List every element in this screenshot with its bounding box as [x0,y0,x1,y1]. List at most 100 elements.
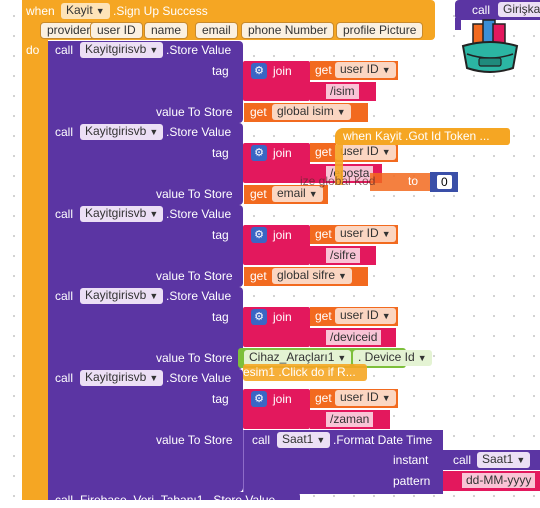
store-component-text: Kayitgirisvb [85,288,147,302]
get-var-text: user ID [340,62,379,76]
backpack-icon[interactable] [459,18,521,78]
instant-component-text: Saat1 [482,452,514,466]
dropdown-arrow-icon: ▼ [381,393,391,403]
text-string-value[interactable]: /deviceid [326,330,382,345]
instant-component-dropdown[interactable]: Saat1 ▼ [477,452,531,468]
text-string-value[interactable]: /zaman [326,412,374,427]
dropdown-arrow-icon: ▼ [149,209,159,219]
right-block-arm [455,18,461,30]
value-var-text: global isim [277,104,334,118]
token-event-arm [335,145,343,185]
instant-label: instant [393,453,429,467]
join-label: join [273,228,292,242]
store-component-dropdown[interactable]: Kayitgirisvb ▼ [80,370,164,386]
param-provider[interactable]: provider [40,22,98,39]
get-label: get [315,145,332,159]
get-label: get [315,309,332,323]
get-var-dropdown[interactable]: user ID ▼ [335,144,396,160]
store-call-label: call [55,207,74,221]
get-var-dropdown[interactable]: user ID ▼ [335,226,396,242]
backpack-icon-graphic [461,19,519,73]
dropdown-arrow-icon: ▼ [338,271,347,281]
format-date-block[interactable] [243,430,443,494]
text-string-value[interactable]: /sifre [326,248,361,263]
event-block-left-arm [22,38,48,500]
click-event-block[interactable] [243,364,367,381]
get-var-dropdown[interactable]: user ID ▼ [335,308,396,324]
value-to-store-label: value To Store [156,351,233,365]
get-var-text: user ID [340,226,379,240]
store-component-dropdown[interactable]: Kayitgirisvb ▼ [80,206,164,222]
pattern-label: pattern [393,474,431,488]
mutator-gear-icon[interactable]: ⚙ [251,391,267,407]
mutator-gear-icon[interactable]: ⚙ [251,63,267,79]
value-to-store-label: value To Store [156,105,233,119]
store-block-5[interactable] [48,369,243,492]
format-component-text: Saat1 [282,432,314,446]
tag-label: tag [212,64,229,78]
token-event-block[interactable] [335,128,510,145]
event-component-text: Kayit [66,3,93,17]
pattern-string-value[interactable]: dd-MM-yyyy [462,473,536,488]
param-email[interactable]: email [195,22,238,39]
store-component-text: Kayitgirisvb [85,370,147,384]
store-call-label: call [55,289,74,303]
mutator-gear-icon[interactable]: ⚙ [251,309,267,325]
event-component-dropdown[interactable]: Kayit ▼ [61,3,110,19]
mutator-gear-icon[interactable]: ⚙ [251,227,267,243]
device-component-dropdown[interactable]: Cihaz_Araçları1 ▼ [244,350,352,366]
bottom-call-label: call [55,493,74,507]
get-var-text: user ID [340,390,379,404]
store-component-dropdown[interactable]: Kayitgirisvb ▼ [80,124,164,140]
param-profile-picture[interactable]: profile Picture [336,22,424,39]
click-event-label: esim1 .Click do if R... [243,365,356,379]
format-call-label: call [252,433,271,447]
join-label: join [273,146,292,160]
param-name[interactable]: name [144,22,189,39]
value-var-dropdown[interactable]: global isim ▼ [272,104,351,120]
store-method: .Store Value [166,207,232,221]
right-component-text: Girişkay [503,2,540,16]
value-var-text: email [277,186,306,200]
event-name: .Sign Up Success [113,4,208,18]
store-component-text: Kayitgirisvb [85,206,147,220]
dropdown-arrow-icon: ▼ [337,353,347,363]
get-label: get [315,391,332,405]
param-phone-number[interactable]: phone Number [241,22,335,39]
value-var-dropdown[interactable]: global sifre ▼ [272,268,352,284]
device-prop-dropdown[interactable]: . Device Id ▼ [353,350,432,366]
tag-label: tag [212,392,229,406]
get-var-text: user ID [340,144,379,158]
right-component-dropdown[interactable]: Girişkay [498,2,540,17]
device-component-text: Cihaz_Araçları1 [249,350,335,364]
value-var-dropdown[interactable]: email ▼ [272,186,323,202]
get-var-text: user ID [340,308,379,322]
mutator-gear-icon[interactable]: ⚙ [251,145,267,161]
get-var-dropdown[interactable]: user ID ▼ [335,62,396,78]
dropdown-arrow-icon: ▼ [381,147,391,157]
join-label: join [273,64,292,78]
global-kod-label: ize global Kod [300,174,376,188]
store-component-dropdown[interactable]: Kayitgirisvb ▼ [80,42,164,58]
store-component-dropdown[interactable]: Kayitgirisvb ▼ [80,288,164,304]
dropdown-arrow-icon: ▼ [149,127,159,137]
dropdown-arrow-icon: ▼ [95,6,105,16]
format-component-dropdown[interactable]: Saat1 ▼ [277,432,331,448]
text-string-value[interactable]: /isim [326,84,359,99]
get-var-dropdown[interactable]: user ID ▼ [335,390,396,406]
store-method: .Store Value [166,371,232,385]
global-number-value[interactable]: 0 [437,175,452,189]
instant-call-label: call [453,453,472,467]
bottom-store-block[interactable] [48,492,300,500]
value-to-store-label: value To Store [156,433,233,447]
store-call-label: call [55,371,74,385]
param-user-id[interactable]: user ID [90,22,143,39]
value-to-store-label: value To Store [156,187,233,201]
store-component-text: Kayitgirisvb [85,124,147,138]
device-prop-text: . Device Id [358,350,415,364]
value-to-store-label: value To Store [156,269,233,283]
store-call-label: call [55,43,74,57]
get-label: get [315,227,332,241]
store-component-text: Kayitgirisvb [85,42,147,56]
dropdown-arrow-icon: ▼ [336,107,346,117]
